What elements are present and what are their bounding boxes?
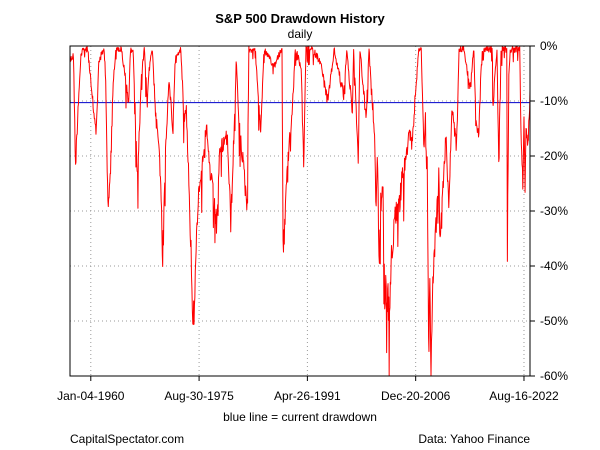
y-tick-label: -30% — [540, 204, 568, 218]
y-axis: 0% -10% -20% -30% -40% -50% -60% — [530, 39, 568, 383]
footer-source-site: CapitalSpectator.com — [70, 432, 184, 446]
x-axis-label: blue line = current drawdown — [223, 410, 377, 424]
y-tick-label: -10% — [540, 94, 568, 108]
y-tick-label: -60% — [540, 369, 568, 383]
x-tick-label: Dec-20-2006 — [381, 389, 451, 403]
x-tick-label: Aug-16-2022 — [489, 389, 559, 403]
x-tick-label: Apr-26-1991 — [274, 389, 341, 403]
drawdown-line — [69, 45, 531, 377]
footer-data-credit: Data: Yahoo Finance — [418, 432, 530, 446]
chart-title: S&P 500 Drawdown History — [215, 11, 385, 26]
x-tick-label: Aug-30-1975 — [164, 389, 234, 403]
y-tick-label: -40% — [540, 259, 568, 273]
y-tick-label: -20% — [540, 149, 568, 163]
y-tick-label: 0% — [540, 39, 558, 53]
gridlines — [70, 46, 530, 376]
chart-subtitle: daily — [288, 27, 313, 41]
x-axis: Jan-04-1960 Aug-30-1975 Apr-26-1991 Dec-20-… — [57, 376, 559, 403]
drawdown-series — [69, 45, 531, 377]
x-tick-label: Jan-04-1960 — [57, 389, 125, 403]
y-tick-label: -50% — [540, 314, 568, 328]
